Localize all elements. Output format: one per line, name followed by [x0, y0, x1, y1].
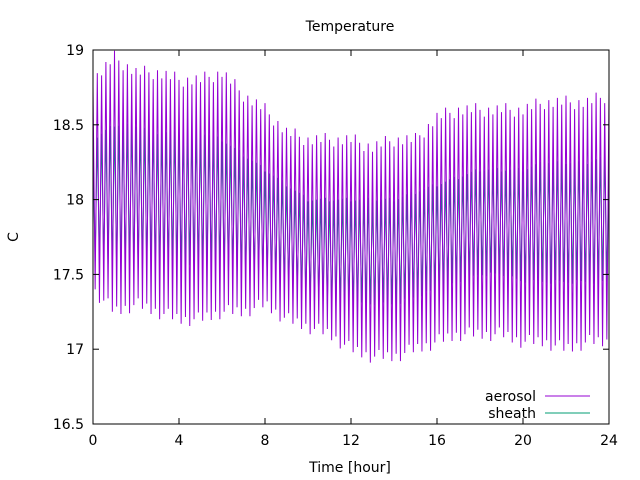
- legend-label-sheath: sheath: [488, 406, 536, 422]
- y-tick-label: 16.5: [53, 417, 84, 433]
- y-tick-label: 18.5: [53, 118, 84, 134]
- plot-frame: [92, 49, 610, 425]
- y-tick-label: 17.5: [53, 267, 84, 283]
- y-axis-label: C: [6, 232, 22, 242]
- plot-lines: [92, 50, 610, 363]
- y-tick-label: 17: [66, 342, 84, 358]
- axis-ticks: 0 4 8 12 16 20 24 16.5 17 17.5 18 18.5 19: [53, 43, 618, 449]
- x-tick-label: 12: [342, 433, 360, 449]
- x-tick-label: 16: [428, 433, 446, 449]
- chart-title: Temperature: [305, 19, 395, 35]
- legend-label-aerosol: aerosol: [485, 389, 536, 405]
- y-tick-label: 19: [66, 43, 84, 59]
- x-axis-label: Time [hour]: [308, 460, 391, 476]
- x-tick-label: 4: [175, 433, 184, 449]
- aerosol-series-line: [92, 50, 610, 363]
- x-tick-label: 0: [89, 433, 98, 449]
- x-tick-label: 24: [600, 433, 618, 449]
- y-tick-label: 18: [66, 193, 84, 209]
- x-tick-label: 8: [261, 433, 270, 449]
- x-tick-label: 20: [514, 433, 532, 449]
